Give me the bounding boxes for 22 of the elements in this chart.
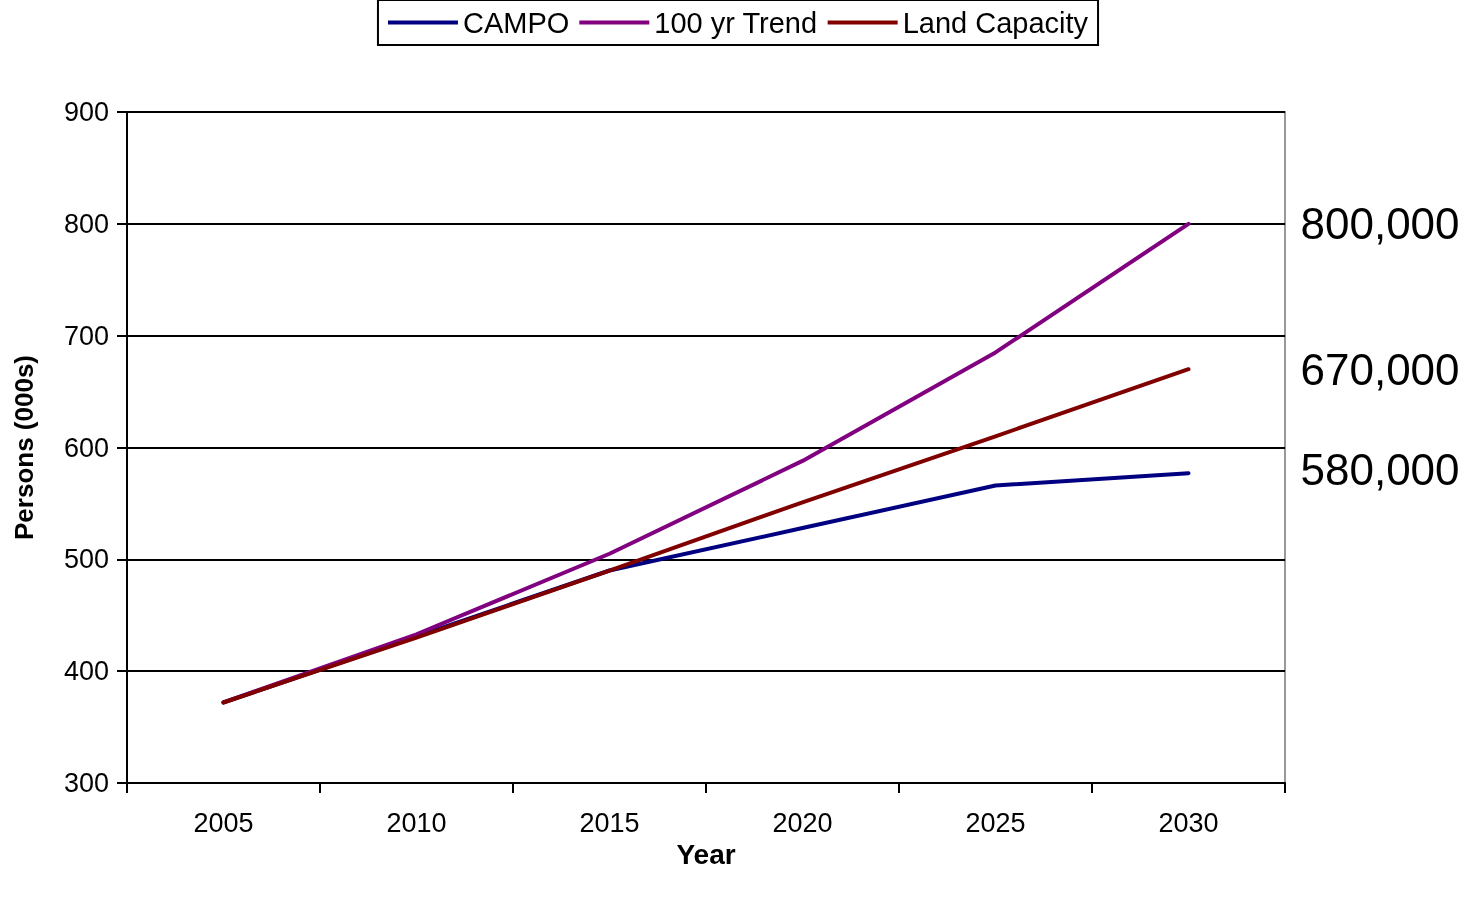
x-tick-label: 2020 — [772, 807, 833, 838]
y-tick-label: 300 — [63, 768, 109, 798]
annotation: 580,000 — [1300, 445, 1460, 495]
line-series — [221, 367, 1191, 705]
legend-label: 100 yr Trend — [654, 6, 818, 39]
y-tick-label: 400 — [63, 656, 109, 687]
x-tick-label: 2005 — [193, 807, 254, 838]
legend-label: Land Capacity — [902, 6, 1089, 39]
y-axis-title: Persons (000s) — [9, 355, 39, 540]
x-tick-label: 2030 — [1158, 807, 1219, 838]
legend-label: CAMPO — [462, 6, 570, 39]
annotation: 800,000 — [1300, 199, 1460, 249]
y-tick-label: 500 — [63, 544, 109, 575]
x-tick-label: 2025 — [965, 807, 1026, 838]
y-tick-label: 600 — [63, 432, 109, 463]
y-tick-label: 900 — [63, 97, 109, 127]
x-tick-label: 2010 — [386, 807, 447, 838]
x-tick-label: 2015 — [579, 807, 640, 838]
y-tick-label: 700 — [63, 320, 109, 351]
y-tick-label: 800 — [63, 208, 109, 239]
annotation: 670,000 — [1300, 344, 1460, 394]
x-axis-title: Year — [676, 839, 736, 871]
